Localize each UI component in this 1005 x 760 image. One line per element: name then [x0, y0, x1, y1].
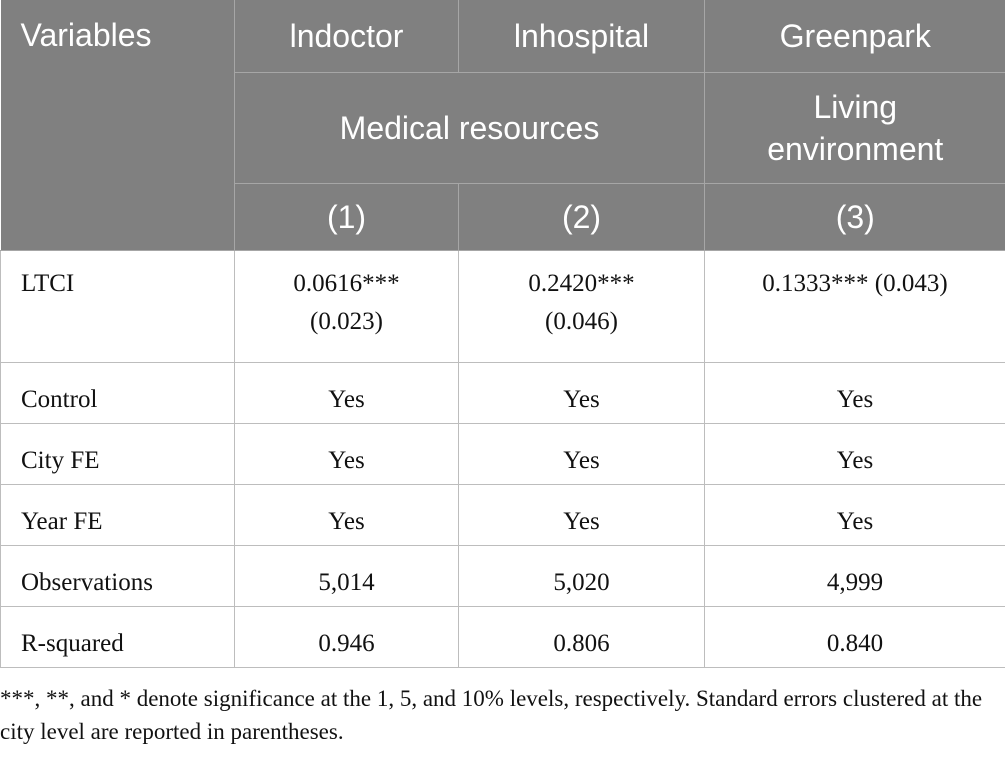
results-table: Variables lndoctor lnhospital Greenpark Medi… [0, 0, 1005, 668]
table-row: City FE Yes Yes Yes [0, 422, 1005, 485]
header-cell: (1) [234, 183, 459, 251]
header-cell: lndoctor [234, 0, 459, 73]
header-row: (1) (2) (3) [1, 183, 1005, 251]
header-row: Medical resources Living environment [1, 72, 1005, 184]
header-label: Variables [0, 0, 235, 251]
table-cell: Yes [458, 422, 705, 485]
table-cell: Yes [458, 361, 705, 424]
header-group: Medical resources [234, 72, 705, 184]
table-cell: 5,020 [458, 544, 705, 607]
row-label: Control [0, 361, 235, 424]
footnote: ***, **, and * denote significance at th… [0, 686, 983, 744]
table-cell: Yes [234, 483, 459, 546]
table-cell: 4,999 [704, 544, 1005, 607]
cell-text: 0.2420*** (0.046) [528, 269, 635, 335]
table-cell: Yes [704, 422, 1005, 485]
cell-text: 0.0616*** (0.023) [293, 269, 400, 335]
table-cell: 0.2420*** (0.046) [458, 249, 705, 363]
row-label: City FE [0, 422, 235, 485]
header-cell: lnhospital [458, 0, 705, 73]
table-cell: 0.946 [234, 605, 459, 668]
table-cell: 0.0616*** (0.023) [234, 249, 459, 363]
table-cell: Yes [704, 483, 1005, 546]
table-cell: Yes [234, 361, 459, 424]
row-label: Observations [0, 544, 235, 607]
row-label: Year FE [0, 483, 235, 546]
header-cell: Greenpark [704, 0, 1005, 73]
table-cell: 0.806 [458, 605, 705, 668]
table-body: LTCI 0.0616*** (0.023) 0.2420*** (0.046) 0.… [0, 249, 1005, 668]
table-cell: 0.1333*** (0.043) [704, 249, 1005, 363]
header-row: Variables lndoctor lnhospital Greenpark [0, 0, 1005, 251]
table-header: Variables lndoctor lnhospital Greenpark Medi… [0, 0, 1005, 251]
table-row: LTCI 0.0616*** (0.023) 0.2420*** (0.046) 0.… [0, 249, 1005, 363]
table-row: Year FE Yes Yes Yes [0, 483, 1005, 546]
header-cell: (3) [704, 183, 1005, 251]
table-cell: Yes [458, 483, 705, 546]
header-cell: (2) [458, 183, 705, 251]
table-row: Control Yes Yes Yes [0, 361, 1005, 424]
table-row: R-squared 0.946 0.806 0.840 [0, 605, 1005, 668]
table-cell: 0.840 [704, 605, 1005, 668]
table-cell: Yes [704, 361, 1005, 424]
table-cell: Yes [234, 422, 459, 485]
table-cell: 5,014 [234, 544, 459, 607]
header-group: Living environment [704, 72, 1005, 184]
row-label: LTCI [0, 249, 235, 363]
row-label: R-squared [0, 605, 235, 668]
table-row: Observations 5,014 5,020 4,999 [0, 544, 1005, 607]
